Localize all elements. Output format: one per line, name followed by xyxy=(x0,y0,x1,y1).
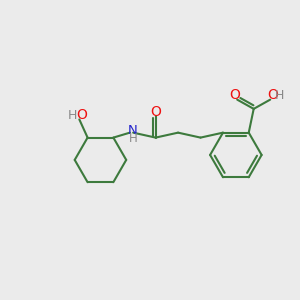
Text: H: H xyxy=(128,132,137,145)
Text: N: N xyxy=(128,124,138,137)
Text: O: O xyxy=(267,88,278,102)
Text: O: O xyxy=(229,88,240,102)
Text: H: H xyxy=(275,89,284,102)
Text: O: O xyxy=(150,104,161,118)
Text: H: H xyxy=(68,109,77,122)
Text: O: O xyxy=(76,108,87,122)
